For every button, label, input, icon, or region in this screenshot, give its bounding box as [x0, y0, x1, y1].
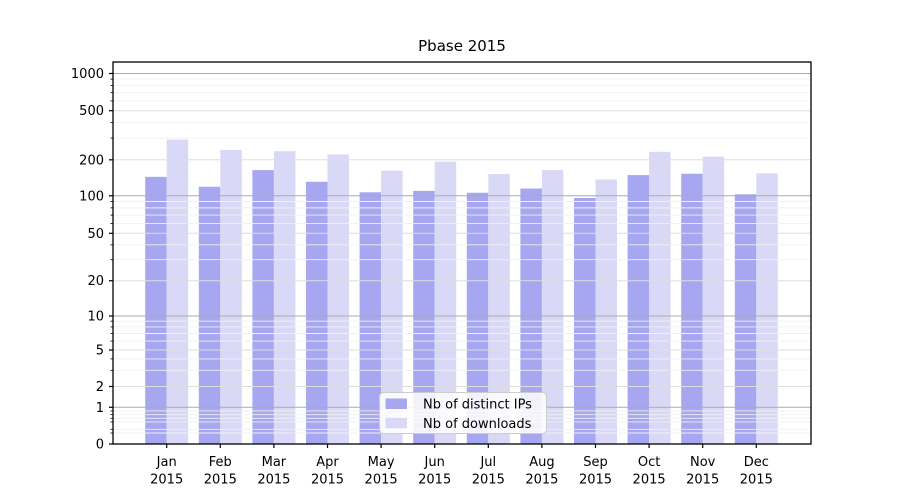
x-tick-label-year: 2015 [311, 473, 344, 488]
y-tick-label: 500 [79, 104, 104, 119]
bar-downloads-sep [595, 179, 617, 445]
y-tick-label: 50 [87, 227, 104, 242]
bar-downloads-nov [702, 156, 725, 445]
bar-downloads-mar [273, 151, 296, 445]
x-tick-label-year: 2015 [418, 473, 451, 488]
bar-downloads-dec [756, 173, 778, 444]
bar-distinct-ips-feb [198, 186, 221, 444]
bar-downloads-may [381, 170, 403, 445]
x-tick-label-year: 2015 [472, 473, 505, 488]
legend-box [379, 392, 547, 434]
bar-distinct-ips-mar [252, 170, 274, 445]
bar-downloads-jun [434, 161, 457, 444]
y-tick-label: 0 [96, 438, 104, 453]
legend-label-distinct-ips: Nb of distinct IPs [423, 398, 532, 413]
x-tick-label-year: 2015 [365, 473, 398, 488]
bar-distinct-ips-jun [413, 190, 435, 444]
x-tick-label-year: 2015 [525, 473, 558, 488]
x-tick-label-year: 2015 [579, 473, 612, 488]
legend-swatch-distinct-ips [385, 398, 407, 409]
legend-swatch-downloads [385, 417, 407, 429]
x-tick-label-month: Jun [424, 455, 445, 470]
x-tick-label-year: 2015 [257, 473, 290, 488]
x-tick-label-month: Dec [744, 455, 769, 470]
x-tick-label-year: 2015 [204, 473, 237, 488]
x-tick-label-month: Nov [690, 455, 716, 470]
bar-distinct-ips-jan [145, 176, 167, 445]
chart-title: Pbase 2015 [418, 37, 506, 55]
bar-distinct-ips-may [359, 192, 382, 444]
x-tick-label-year: 2015 [150, 473, 183, 488]
x-tick-label-month: Aug [529, 455, 554, 470]
bar-downloads-jul [488, 174, 510, 444]
x-tick-label-month: Apr [316, 455, 339, 470]
y-tick-label: 1 [96, 401, 104, 416]
y-tick-label: 200 [79, 153, 104, 168]
x-tick-label-year: 2015 [686, 473, 719, 488]
x-tick-label-month: May [368, 455, 395, 470]
y-tick-label: 5 [96, 344, 104, 359]
bar-distinct-ips-nov [681, 173, 703, 444]
bar-downloads-oct [649, 151, 671, 445]
x-tick-label-month: Feb [209, 455, 232, 470]
y-tick-label: 1000 [71, 67, 104, 82]
x-tick-label-year: 2015 [633, 473, 666, 488]
x-tick-label-month: Mar [262, 455, 287, 470]
bar-distinct-ips-oct [627, 175, 650, 445]
bar-downloads-aug [541, 170, 564, 445]
x-tick-label-month: Sep [583, 455, 608, 470]
bar-downloads-feb [220, 149, 242, 444]
legend-label-downloads: Nb of downloads [423, 417, 532, 432]
bar-downloads-jan [166, 139, 189, 445]
x-tick-label-year: 2015 [740, 473, 773, 488]
y-tick-label: 100 [79, 189, 104, 204]
bar-distinct-ips-apr [306, 181, 328, 445]
y-tick-label: 2 [96, 380, 104, 395]
axes-frame [112, 61, 812, 445]
bar-downloads-apr [327, 154, 349, 445]
y-tick-label: 20 [87, 274, 104, 289]
x-tick-label-month: Oct [638, 455, 660, 470]
bar-distinct-ips-jul [466, 192, 489, 444]
x-tick-label-month: Jan [156, 455, 177, 470]
y-tick-label: 10 [87, 310, 104, 325]
x-tick-label-month: Jul [479, 455, 496, 470]
bar-distinct-ips-dec [734, 194, 757, 444]
